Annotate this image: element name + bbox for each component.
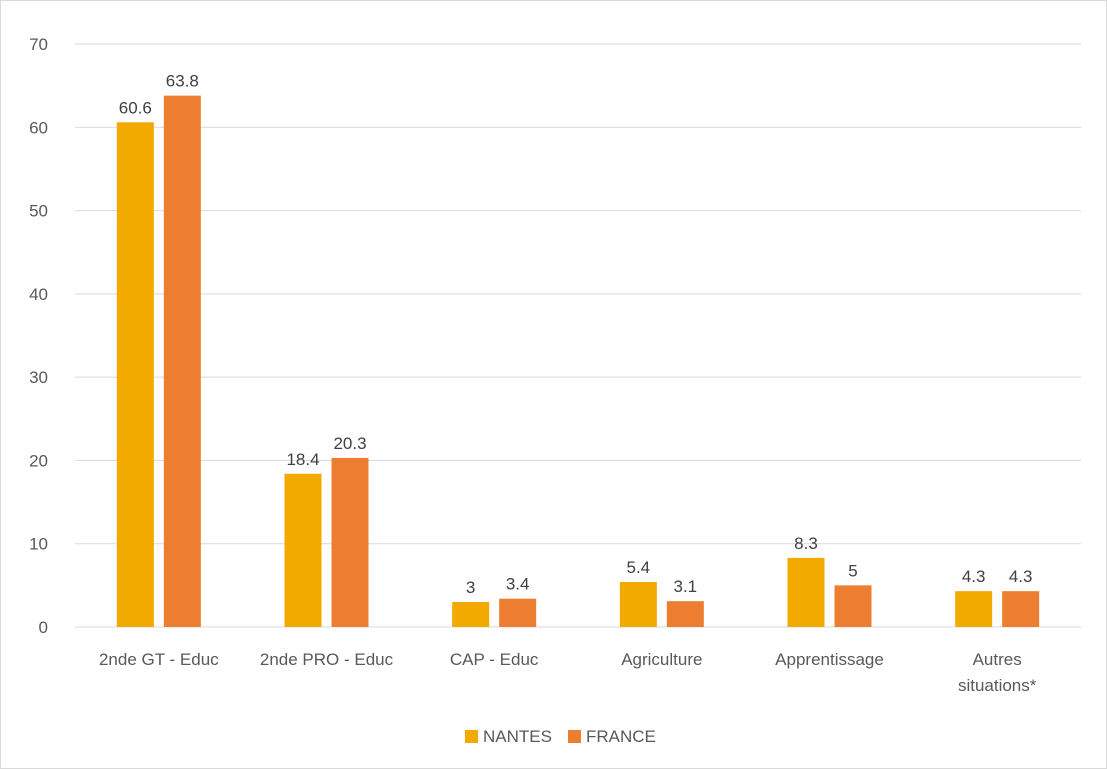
- data-label: 18.4: [286, 450, 319, 469]
- data-label: 3: [466, 578, 475, 597]
- x-axis-category-labels: 2nde GT - Educ 2nde PRO - Educ CAP - Educ A…: [99, 650, 1037, 695]
- gridlines: [75, 43, 1081, 628]
- y-tick-label: 30: [29, 368, 48, 387]
- x-tick-label: 2nde PRO - Educ: [260, 650, 394, 669]
- legend-label: NANTES: [483, 727, 552, 746]
- y-tick-label: 0: [39, 618, 48, 637]
- data-label: 60.6: [119, 98, 152, 117]
- bars: [116, 95, 1040, 627]
- x-tick-label: 2nde GT - Educ: [99, 650, 219, 669]
- bar-nantes: [452, 602, 490, 627]
- bar-nantes: [619, 582, 657, 627]
- y-tick-label: 70: [29, 35, 48, 54]
- legend: NANTES FRANCE: [465, 727, 656, 746]
- data-label: 4.3: [1009, 567, 1033, 586]
- data-label: 8.3: [794, 534, 818, 553]
- bar-nantes: [116, 122, 154, 627]
- y-tick-label: 50: [29, 202, 48, 221]
- y-axis-tick-labels: 0 10 20 30 40 50 60 70: [29, 35, 48, 637]
- x-tick-label: situations*: [958, 676, 1037, 695]
- data-label: 63.8: [166, 72, 199, 91]
- y-tick-label: 40: [29, 285, 48, 304]
- bar-france: [331, 457, 369, 627]
- bar-nantes: [955, 591, 993, 627]
- bar-france: [1002, 591, 1040, 627]
- data-label: 20.3: [333, 434, 366, 453]
- data-label: 3.4: [506, 575, 530, 594]
- data-label: 5: [848, 561, 857, 580]
- y-tick-label: 60: [29, 118, 48, 137]
- bar-france: [163, 95, 201, 627]
- y-tick-label: 20: [29, 451, 48, 470]
- x-tick-label: Agriculture: [621, 650, 702, 669]
- y-tick-label: 10: [29, 535, 48, 554]
- bar-france: [499, 598, 537, 627]
- bar-france: [666, 601, 704, 627]
- data-label: 5.4: [627, 558, 651, 577]
- x-tick-label: Apprentissage: [775, 650, 884, 669]
- x-tick-label: CAP - Educ: [450, 650, 539, 669]
- legend-swatch-nantes: [465, 730, 478, 743]
- bar-france: [834, 585, 872, 627]
- legend-swatch-france: [567, 730, 581, 743]
- data-label: 3.1: [674, 577, 698, 596]
- legend-label: FRANCE: [586, 727, 656, 746]
- data-labels: 60.6 63.8 18.4 20.3 3 3.4 5.4 3.1 8.3 5 4.3 4.3: [119, 72, 1033, 597]
- x-tick-label: Autres: [973, 650, 1022, 669]
- bar-nantes: [787, 557, 825, 627]
- data-label: 4.3: [962, 567, 986, 586]
- bar-nantes: [284, 473, 322, 627]
